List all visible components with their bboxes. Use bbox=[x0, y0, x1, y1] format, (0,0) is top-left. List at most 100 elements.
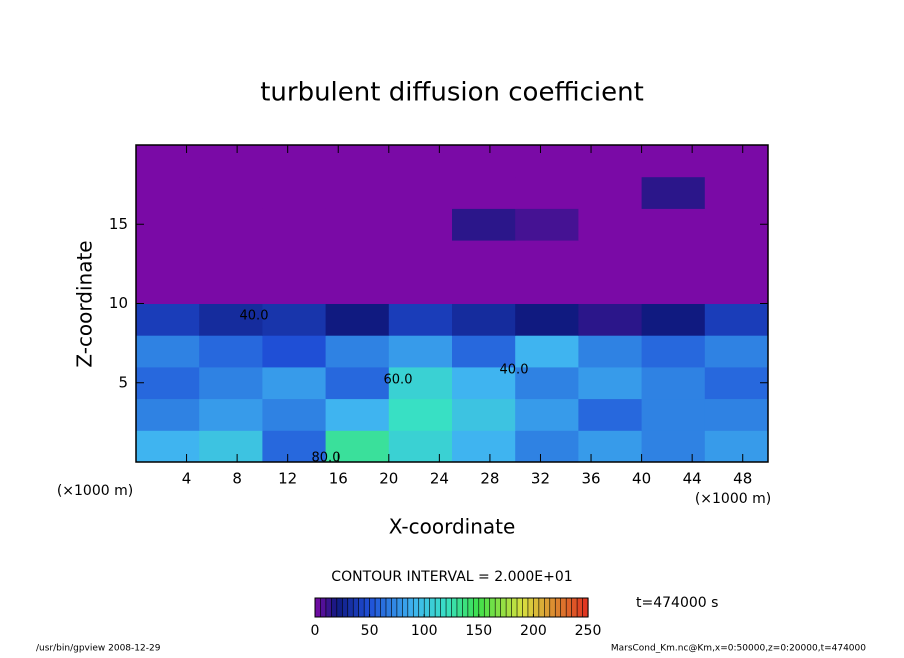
heatmap-cell bbox=[199, 208, 263, 241]
contour-label: 40.0 bbox=[240, 309, 269, 324]
x-tick-label: 12 bbox=[278, 470, 297, 488]
colorbar-swatch bbox=[325, 597, 332, 618]
heatmap-cell bbox=[452, 271, 516, 304]
y-axis-label: Z-coordinate bbox=[73, 240, 97, 367]
colorbar-swatch bbox=[402, 597, 409, 618]
heatmap-cell bbox=[578, 271, 643, 304]
heatmap-cell bbox=[325, 430, 390, 463]
heatmap-cell bbox=[641, 366, 706, 400]
y-tick-label: 10 bbox=[109, 294, 128, 312]
heatmap-cell bbox=[704, 271, 769, 304]
colorbar-swatch bbox=[544, 597, 551, 618]
heatmap-cell bbox=[515, 430, 579, 463]
heatmap-cell bbox=[641, 398, 706, 431]
heatmap-cell bbox=[641, 240, 706, 273]
heatmap-cell bbox=[262, 271, 327, 304]
heatmap-cell bbox=[641, 303, 706, 336]
heatmap-cell bbox=[325, 145, 390, 178]
colorbar-swatch bbox=[412, 597, 420, 618]
colorbar-tick-label: 100 bbox=[411, 623, 438, 639]
colorbar-swatch bbox=[352, 597, 360, 618]
y-tick-label: 15 bbox=[109, 215, 128, 233]
x-tick-label: 20 bbox=[379, 470, 398, 488]
heatmap-cell bbox=[136, 430, 200, 463]
colorbar-swatch bbox=[314, 597, 322, 618]
colorbar-swatch bbox=[478, 597, 485, 618]
colorbar-swatch bbox=[554, 597, 562, 618]
heatmap-cell bbox=[325, 335, 390, 368]
heatmap-cell bbox=[199, 430, 263, 463]
heatmap-cell bbox=[515, 176, 579, 209]
heatmap-cell bbox=[704, 240, 769, 273]
colorbar-swatch bbox=[385, 597, 393, 618]
colorbar-swatch bbox=[407, 597, 414, 618]
contour-label: 40.0 bbox=[500, 363, 529, 378]
heatmap-cell bbox=[388, 303, 453, 336]
heatmap-cell bbox=[515, 240, 579, 273]
heatmap-cell bbox=[388, 145, 453, 178]
heatmap-cell bbox=[199, 145, 263, 178]
heatmap-cell bbox=[452, 430, 516, 463]
time-label: t=474000 s bbox=[636, 595, 718, 611]
heatmap-cell bbox=[452, 208, 516, 241]
heatmap-cell bbox=[136, 303, 200, 336]
heatmap-cell bbox=[136, 366, 200, 400]
heatmap-cell bbox=[325, 398, 390, 431]
colorbar-swatch bbox=[533, 597, 540, 618]
heatmap-cell bbox=[452, 176, 516, 209]
heatmap-cell bbox=[578, 208, 643, 241]
heatmap-cell bbox=[388, 430, 453, 463]
heatmap-cell bbox=[136, 240, 200, 273]
heatmap-cell bbox=[325, 271, 390, 304]
colorbar-swatch bbox=[396, 597, 403, 618]
heatmap-cell bbox=[262, 208, 327, 241]
heatmap-cell bbox=[325, 208, 390, 241]
heatmap-cell bbox=[452, 240, 516, 273]
heatmap-cell bbox=[515, 208, 579, 241]
heatmap-cell bbox=[515, 366, 579, 400]
colorbar-swatch bbox=[434, 597, 442, 618]
contour-interval: CONTOUR INTERVAL = 2.000E+01 bbox=[331, 569, 572, 585]
heatmap-cell bbox=[515, 271, 579, 304]
footer-right: MarsCond_Km.nc@Km,x=0:50000,z=0:20000,t=… bbox=[611, 644, 866, 654]
heatmap-cell bbox=[515, 398, 579, 431]
heatmap-cell bbox=[641, 176, 706, 209]
colorbar-swatch bbox=[505, 597, 513, 618]
heatmap-cell bbox=[262, 398, 327, 431]
colorbar-swatch bbox=[320, 597, 327, 618]
heatmap-cell bbox=[136, 271, 200, 304]
x-tick-label: 40 bbox=[632, 470, 651, 488]
colorbar-tick-label: 0 bbox=[311, 623, 320, 639]
heatmap-cell bbox=[578, 430, 643, 463]
heatmap-cell bbox=[262, 303, 327, 336]
heatmap-cell bbox=[262, 366, 327, 400]
colorbar-tick-label: 150 bbox=[465, 623, 492, 639]
colorbar-swatch bbox=[511, 597, 518, 618]
colorbar-swatch bbox=[445, 597, 453, 618]
colorbar-swatch bbox=[336, 597, 343, 618]
y-tick-label: 5 bbox=[118, 373, 128, 391]
heatmap-cell bbox=[388, 271, 453, 304]
heatmap-cell bbox=[515, 145, 579, 178]
heatmap-cell bbox=[704, 303, 769, 336]
x-tick-label: 16 bbox=[329, 470, 348, 488]
heatmap-cell bbox=[325, 240, 390, 273]
heatmap-cell bbox=[452, 145, 516, 178]
x-tick-label: 36 bbox=[581, 470, 600, 488]
colorbar-swatch bbox=[582, 597, 589, 618]
heatmap-cell bbox=[578, 335, 643, 368]
colorbar-swatch bbox=[473, 597, 480, 618]
heatmap-cell bbox=[262, 430, 327, 463]
colorbar-swatch bbox=[363, 597, 371, 618]
heatmap-cell bbox=[704, 176, 769, 209]
colorbar-swatch bbox=[516, 597, 524, 618]
colorbar-swatch bbox=[527, 597, 535, 618]
colorbar-swatch bbox=[565, 597, 573, 618]
heatmap-cell bbox=[641, 208, 706, 241]
colorbar-swatch bbox=[423, 597, 431, 618]
colorbar-swatch bbox=[489, 597, 496, 618]
heatmap-cell bbox=[515, 303, 579, 336]
heatmap-cell bbox=[704, 335, 769, 368]
heatmap-cell bbox=[578, 398, 643, 431]
